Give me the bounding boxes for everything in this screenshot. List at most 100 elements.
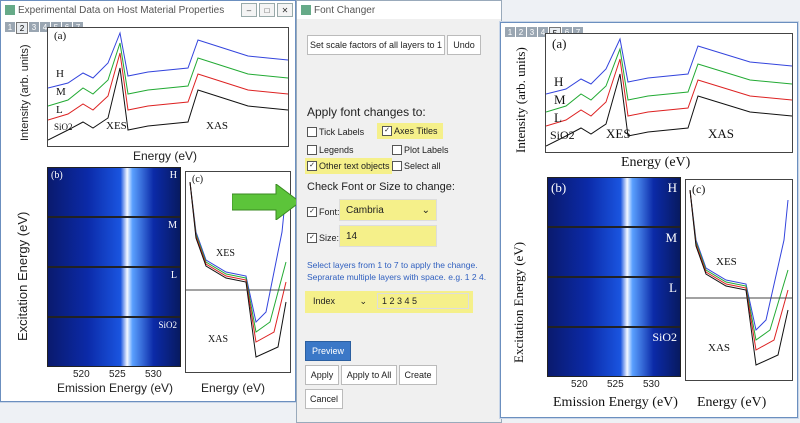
curve-label-h: H [56, 68, 64, 80]
r-panel-b-xtick-530: 530 [643, 379, 660, 390]
c-curve-l [189, 181, 287, 343]
size-checkbox[interactable]: ✓ Size: [307, 233, 339, 243]
panel-a-plot[interactable]: (a) H M L SiO2 XES XAS [47, 27, 289, 147]
chevron-down-icon: ⌄ [421, 204, 430, 216]
help-text: Select layers from 1 to 7 to apply the c… [307, 260, 487, 282]
r-layer-tab-7[interactable]: 7 [573, 27, 583, 37]
panel-a-xlabel: Energy (eV) [133, 149, 198, 163]
r-panel-c-xas: XAS [708, 342, 731, 354]
r-panel-c-label: (c) [692, 182, 706, 196]
panel-a-curves [47, 31, 289, 141]
map-label-l: L [170, 270, 177, 281]
r-map-m: M [547, 227, 681, 277]
c-curve-sio2 [189, 181, 287, 358]
panel-a-label: (a) [54, 30, 67, 42]
r-panel-b-label: (b) [551, 180, 567, 195]
close-icon[interactable]: ✕ [277, 3, 293, 17]
font-box[interactable]: ✓ [307, 207, 317, 217]
r-panel-a-ylabel: Intensity (arb. units) [513, 47, 528, 153]
r-panel-a-xlabel: Energy (eV) [621, 155, 691, 170]
undo-button[interactable]: Undo [447, 35, 481, 55]
left-window-title: Experimental Data on Host Material Prope… [18, 4, 225, 16]
size-input[interactable]: 14 [339, 225, 437, 247]
r-panel-b-maps[interactable]: (b) H M L SiO2 [547, 177, 681, 377]
r-map-label-h: H [667, 180, 677, 195]
layers-input[interactable]: 1 2 3 4 5 [377, 293, 469, 309]
r-layer-tab-4[interactable]: 4 [538, 27, 548, 37]
layer-tab-4[interactable]: 4 [40, 22, 50, 32]
index-value: Index [313, 296, 336, 306]
legends-text: Legends [319, 145, 354, 155]
font-checkbox[interactable]: ✓ Font: [307, 207, 340, 217]
scale-factors-button[interactable]: Set scale factors of all layers to 1 [307, 35, 445, 55]
index-select[interactable]: Index ⌄ [309, 293, 371, 309]
r-panel-a-label: (a) [552, 36, 567, 51]
other-text-checkbox[interactable]: ✓ Other text objects [305, 158, 392, 174]
preview-button[interactable]: Preview [305, 341, 351, 361]
panel-b-xtick-520: 520 [73, 369, 90, 380]
curve-sio2 [47, 67, 289, 141]
select-all-box[interactable] [392, 161, 402, 171]
map-h: H (b) [47, 167, 181, 217]
select-all-checkbox[interactable]: Select all [392, 161, 441, 171]
cancel-button[interactable]: Cancel [305, 389, 343, 409]
r-map-label-l: L [669, 280, 677, 295]
font-changer-dialog: Font Changer Set scale factors of all la… [296, 0, 502, 423]
r-panel-c-plot[interactable]: (c) XES XAS [685, 179, 793, 381]
plot-labels-checkbox[interactable]: Plot Labels [392, 145, 449, 155]
r-panel-b-xtick-520: 520 [571, 379, 588, 390]
size-box[interactable]: ✓ [307, 233, 317, 243]
minimize-icon[interactable]: – [241, 3, 257, 17]
plot-labels-box[interactable] [392, 145, 402, 155]
curve-label-sio2: SiO2 [54, 122, 73, 132]
legends-box[interactable] [307, 145, 317, 155]
rc-curve-m [689, 189, 789, 341]
axes-titles-text: Axes Titles [394, 126, 438, 136]
other-text-box[interactable]: ✓ [307, 161, 317, 171]
font-select[interactable]: Cambria ⌄ [339, 199, 437, 221]
r-curve-label-h: H [554, 74, 564, 89]
panel-a-ylabel: Intensity (arb. units) [19, 44, 31, 141]
map-l: L [47, 267, 181, 317]
font-value: Cambria [346, 204, 384, 216]
r-panel-a-plot[interactable]: (a) H M L SiO2 XES XAS [545, 33, 793, 153]
font-changer-title: Font Changer [314, 4, 376, 16]
rc-curve-h [689, 189, 789, 332]
tick-labels-box[interactable] [307, 127, 317, 137]
check-heading: Check Font or Size to change: [307, 181, 455, 193]
legends-checkbox[interactable]: Legends [307, 145, 354, 155]
r-map-h: (b) H [547, 177, 681, 227]
r-layer-tab-6[interactable]: 6 [562, 27, 572, 37]
r-layer-tab-3[interactable]: 3 [527, 27, 537, 37]
left-window-titlebar[interactable]: Experimental Data on Host Material Prope… [1, 1, 295, 19]
axes-titles-box[interactable]: ✓ [382, 126, 392, 136]
tick-labels-checkbox[interactable]: Tick Labels [307, 127, 364, 137]
font-changer-titlebar[interactable]: Font Changer [297, 1, 501, 19]
maximize-icon[interactable]: □ [259, 3, 275, 17]
create-button[interactable]: Create [399, 365, 437, 385]
select-all-text: Select all [404, 161, 441, 171]
apply-button[interactable]: Apply [305, 365, 339, 385]
panel-b-ylabel: Excitation Energy (eV) [15, 211, 30, 341]
r-panel-a-curves [545, 37, 793, 147]
panel-c-xlabel: Energy (eV) [201, 381, 266, 395]
panel-b-xlabel: Emission Energy (eV) [57, 381, 174, 395]
layer-tab-2[interactable]: 2 [16, 22, 28, 34]
r-panel-b-xtick-525: 525 [607, 379, 624, 390]
r-layer-tab-2[interactable]: 2 [516, 27, 526, 37]
panel-b-maps[interactable]: H (b) M L SiO2 [47, 167, 181, 367]
index-chevron-icon: ⌄ [359, 295, 367, 306]
apply-to-all-button[interactable]: Apply to All [341, 365, 397, 385]
r-curve-label-sio2: SiO2 [550, 128, 575, 142]
r-map-sio2: SiO2 [547, 327, 681, 377]
r-curve-h [545, 37, 793, 95]
layer-tab-1[interactable]: 1 [5, 22, 15, 32]
r-curve-label-m: M [554, 92, 566, 107]
curve-l [47, 52, 289, 121]
tick-labels-text: Tick Labels [319, 127, 365, 137]
panel-b-xtick-530: 530 [145, 369, 162, 380]
r-layer-tab-1[interactable]: 1 [505, 27, 515, 37]
axes-titles-checkbox[interactable]: ✓ Axes Titles [377, 123, 443, 139]
layer-tab-3[interactable]: 3 [29, 22, 39, 32]
r-xes-label: XES [606, 126, 631, 141]
